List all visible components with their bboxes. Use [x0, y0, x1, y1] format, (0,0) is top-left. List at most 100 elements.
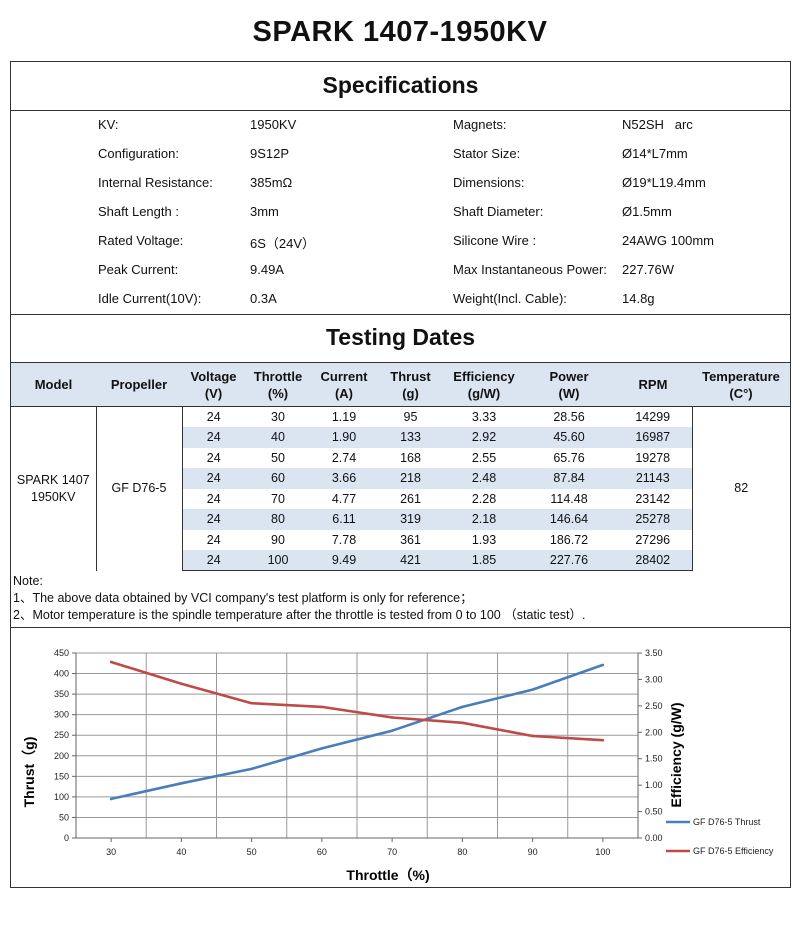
- y-tick-label-right: 2.00: [645, 727, 663, 737]
- spec-label-max-power: Max Instantaneous Power:: [453, 262, 607, 277]
- table-cell: 40: [245, 427, 311, 448]
- thrust-data-point: [531, 688, 534, 691]
- x-axis-label: Throttle（%): [346, 867, 429, 883]
- table-cell: 6.11: [311, 509, 377, 530]
- table-cell: 2.92: [444, 427, 524, 448]
- efficiency-data-point: [320, 705, 324, 709]
- spec-value-silicone-wire: 24AWG 100mm: [622, 233, 714, 248]
- table-cell: 319: [377, 509, 444, 530]
- note-line-1: 1、The above data obtained by VCI company…: [13, 591, 473, 605]
- spec-value-stator-size: Ø14*L7mm: [622, 146, 688, 161]
- spec-label-dimensions: Dimensions:: [453, 175, 525, 190]
- table-cell: 45.60: [524, 427, 614, 448]
- divider: [11, 110, 790, 111]
- x-tick-label: 80: [457, 847, 467, 857]
- col-header-model: Model: [11, 362, 96, 407]
- spec-value-peak-current: 9.49A: [250, 262, 284, 277]
- thrust-efficiency-chart: 0 50 100 150 200 250 300 350 400 450 0.00 0.50 1.00 1…: [21, 648, 774, 883]
- y-tick-label-left: 250: [54, 730, 69, 740]
- y-tick-label-right: 1.00: [645, 780, 663, 790]
- table-cell: 65.76: [553, 450, 585, 465]
- table-cell: 1.90: [311, 427, 377, 448]
- table-cell: 87.84: [524, 468, 614, 489]
- table-cell: 218: [377, 468, 444, 489]
- table-cell: 24: [182, 427, 245, 448]
- table-row: 24 60 3.66 218 2.48 87.84 21143: [11, 468, 790, 489]
- table-cell: 24: [206, 532, 221, 547]
- table-cell: 28402: [614, 550, 692, 571]
- spec-label-internal-resistance: Internal Resistance:: [98, 175, 213, 190]
- table-cell: 7.78: [331, 532, 357, 547]
- y-axis-label-right: Efficiency (g/W): [668, 702, 684, 807]
- spec-label-kv: KV:: [98, 117, 119, 132]
- y-tick-label-left: 200: [54, 751, 69, 761]
- table-cell: 2.28: [471, 491, 497, 506]
- table-cell: 2.18: [444, 509, 524, 530]
- table-cell: 2.55: [471, 450, 497, 465]
- table-cell: 27296: [635, 532, 671, 547]
- table-cell: 19278: [635, 450, 671, 465]
- table-row: 24 80 6.11 319 2.18 146.64 25278: [11, 509, 790, 530]
- table-cell: 80: [245, 509, 311, 530]
- thrust-data-point: [180, 782, 183, 785]
- table-cell: 23142: [635, 491, 671, 506]
- col-header-efficiency: Efficiency (g/W): [444, 362, 524, 407]
- table-cell: 2.74: [331, 450, 357, 465]
- spec-value-rated-voltage: 6S（24V）: [250, 236, 316, 251]
- spec-value-max-power: 227.76W: [622, 262, 675, 277]
- table-row: 24 70 4.77 261 2.28 114.48 23142: [11, 489, 790, 510]
- table-cell: 14299: [635, 410, 671, 424]
- divider: [11, 314, 790, 315]
- thrust-data-point: [320, 747, 324, 750]
- table-cell: 95: [403, 410, 418, 424]
- table-cell: 24: [206, 491, 221, 506]
- thrust-series-line: [110, 663, 604, 801]
- table-row: 24 90 7.78 361 1.93 186.72 27296: [11, 530, 790, 551]
- table-cell: 28.56: [553, 410, 585, 424]
- spec-label-rated-voltage: Rated Voltage:: [98, 233, 184, 248]
- y-tick-label-right: 0.50: [645, 807, 663, 817]
- spec-value-shaft-length: 3mm: [250, 204, 279, 219]
- table-cell: 9.49: [311, 550, 377, 571]
- page-title: SPARK 1407-1950KV: [252, 16, 548, 48]
- specifications-heading: Specifications: [322, 72, 479, 98]
- table-cell: 3.66: [311, 468, 377, 489]
- x-tick-label: 70: [387, 847, 397, 857]
- y-tick-label-left: 300: [54, 710, 69, 720]
- y-tick-label-right: 0.00: [645, 833, 663, 843]
- table-cell: 16987: [614, 427, 692, 448]
- table-cell: 146.64: [524, 509, 614, 530]
- y-tick-label-left: 0: [64, 833, 69, 843]
- efficiency-data-point: [390, 716, 394, 719]
- testing-table: Model Propeller Voltage (V) Throttle (%) C…: [11, 362, 790, 571]
- table-cell: 90: [271, 532, 285, 547]
- table-cell: 25278: [614, 509, 692, 530]
- datasheet-frame: Specifications KV: 1950KV Magnets: N52SH…: [10, 61, 791, 888]
- x-tick-label: 90: [528, 847, 538, 857]
- table-cell: 24: [182, 468, 245, 489]
- efficiency-data-point: [180, 682, 183, 685]
- spec-label-peak-current: Peak Current:: [98, 262, 179, 277]
- spec-value-dimensions: Ø19*L19.4mm: [622, 175, 706, 190]
- y-tick-label-left: 50: [59, 812, 69, 822]
- table-row: 24 100 9.49 421 1.85 227.76 28402: [11, 550, 790, 571]
- efficiency-data-point: [461, 721, 464, 725]
- y-tick-label-right: 1.50: [645, 754, 663, 764]
- y-tick-label-left: 400: [54, 669, 69, 679]
- table-cell: 421: [377, 550, 444, 571]
- x-tick-label: 60: [317, 847, 327, 857]
- col-header-power: Power (W): [524, 362, 614, 407]
- table-cell: 50: [271, 450, 285, 465]
- efficiency-data-point: [531, 734, 534, 738]
- x-tick-label: 100: [595, 847, 610, 857]
- y-tick-label-left: 350: [54, 689, 69, 699]
- legend-label: GF D76-5 Efficiency: [693, 846, 774, 856]
- testing-heading: Testing Dates: [325, 324, 476, 350]
- efficiency-data-point: [109, 660, 113, 664]
- divider: [11, 627, 790, 628]
- legend-label: GF D76-5 Thrust: [693, 817, 761, 827]
- table-cell: 1.93: [471, 532, 497, 547]
- table-row: 24 50 2.74 168 2.55 65.76 19278: [11, 448, 790, 469]
- spec-label-shaft-length: Shaft Length :: [98, 204, 179, 219]
- thrust-data-point: [601, 663, 605, 667]
